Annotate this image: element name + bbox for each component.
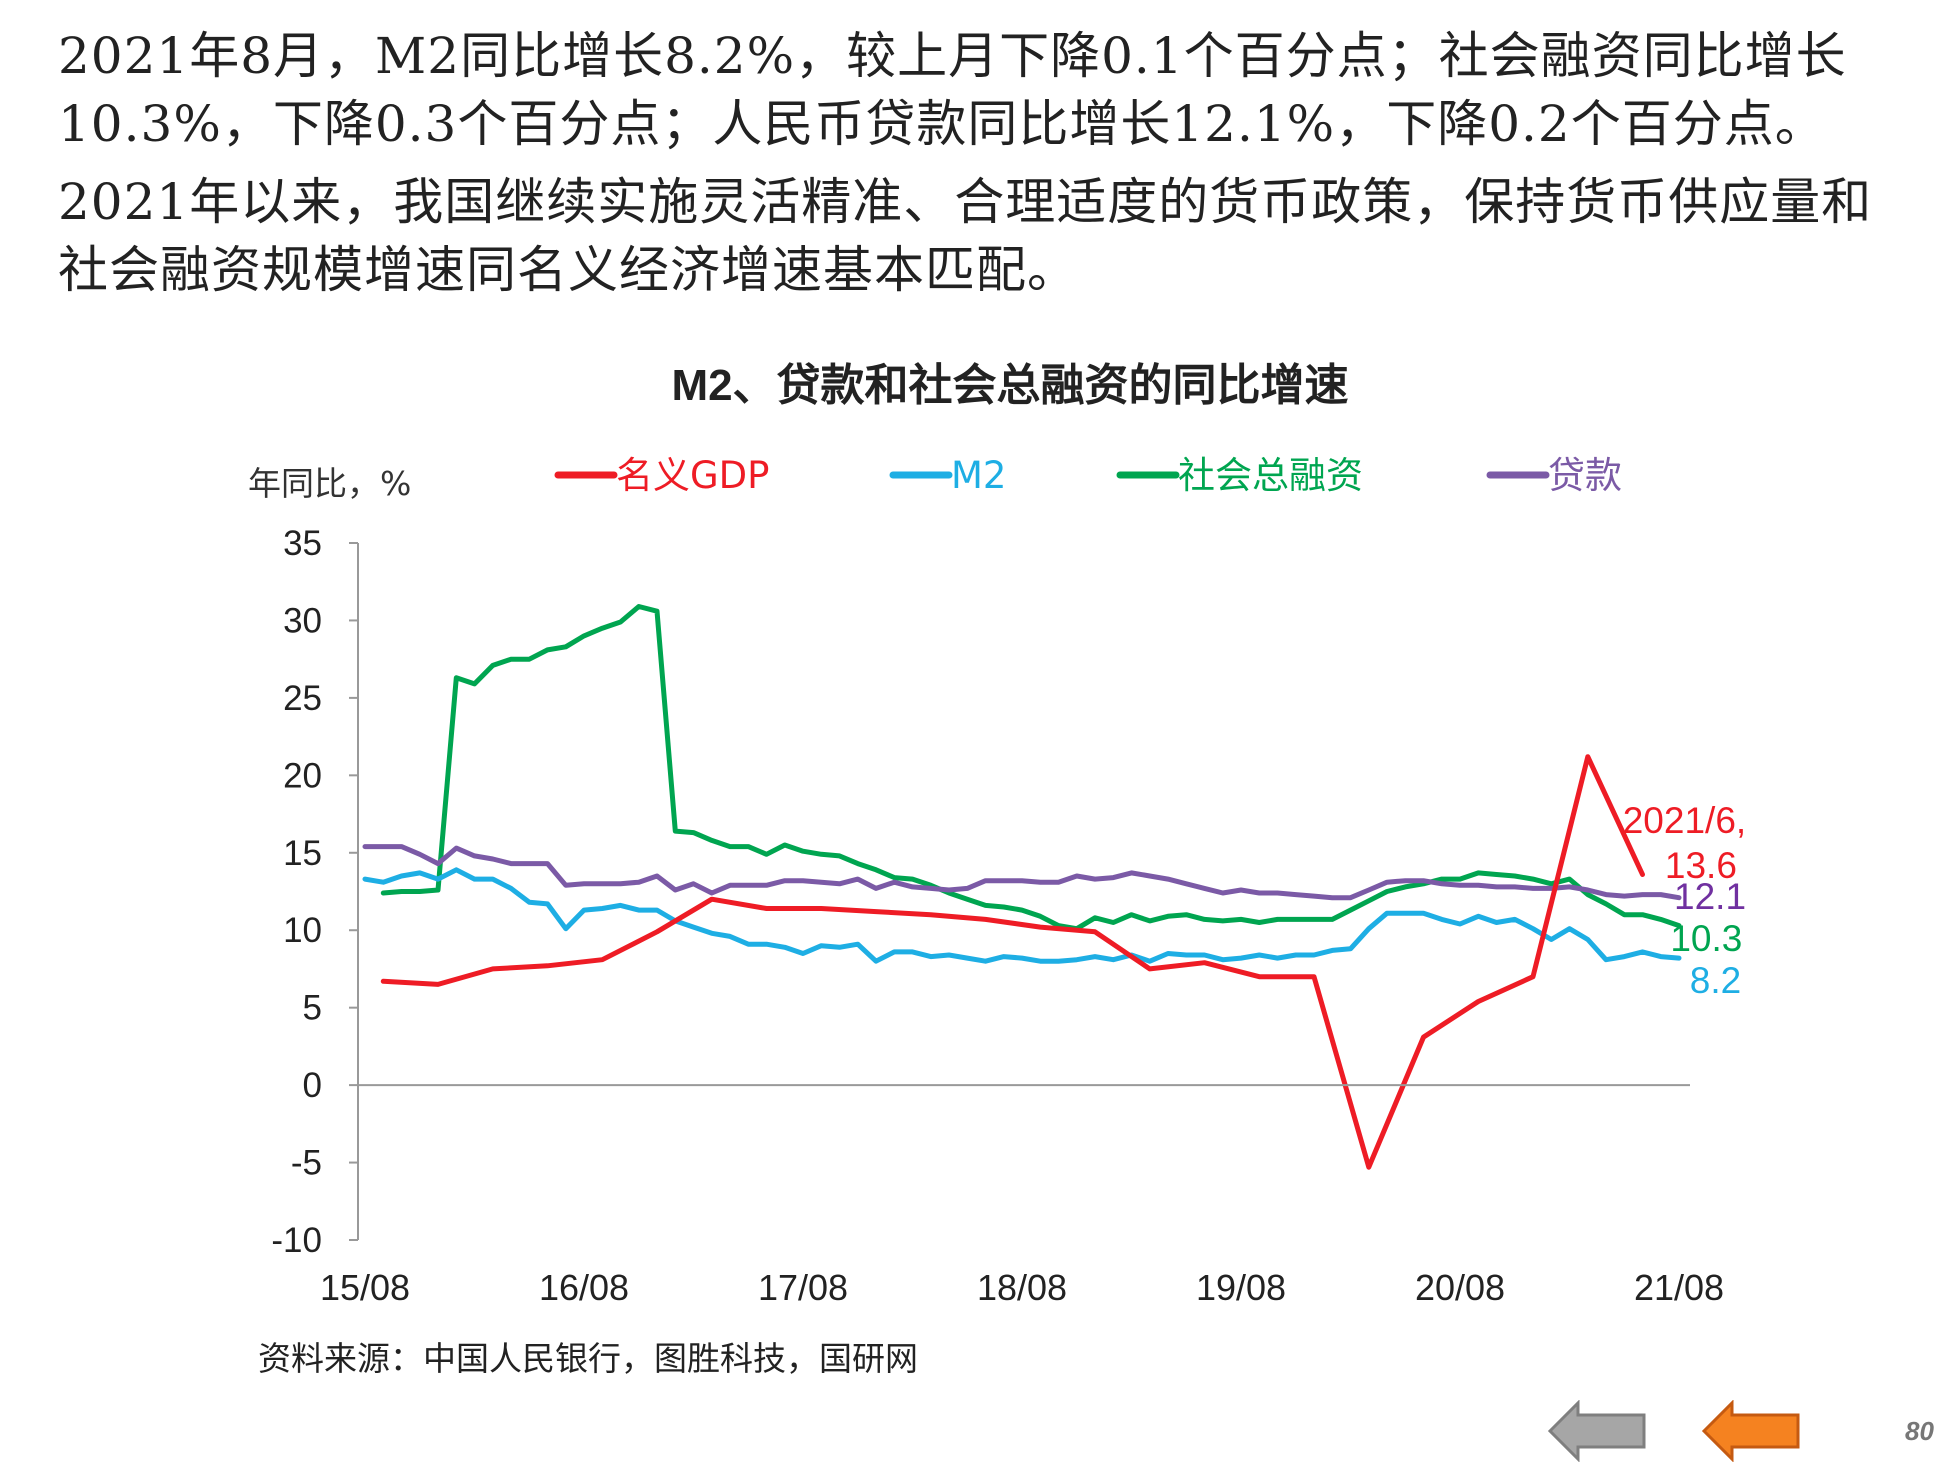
left-arrow-icon	[1548, 1400, 1646, 1462]
series-layer	[362, 604, 1682, 1170]
x-tick-label: 17/08	[758, 1267, 848, 1308]
x-tick-label: 16/08	[539, 1267, 629, 1308]
chart-title: M2、贷款和社会总融资的同比增速	[671, 361, 1348, 410]
y-tick-label: 0	[303, 1066, 322, 1105]
left-arrow-icon	[1702, 1400, 1800, 1462]
end-labels: 2021/6,13.612.110.38.2	[1623, 800, 1746, 1001]
x-tick-label: 20/08	[1415, 1267, 1505, 1308]
y-tick-label: -10	[271, 1221, 322, 1260]
y-tick-label: 20	[283, 756, 322, 795]
y-tick-label: 15	[283, 834, 322, 873]
y-tick-label: 5	[303, 989, 322, 1028]
x-axis: 15/08 16/08 17/08 18/08 19/08 20/08 21/08	[320, 1267, 1724, 1308]
y-tick-label: -5	[291, 1144, 322, 1183]
series-line-3	[362, 844, 1682, 901]
end-value-label: 12.1	[1674, 876, 1746, 917]
series-line-1	[362, 867, 1682, 964]
y-tick-label: 35	[283, 524, 322, 563]
back-slide-button[interactable]	[1702, 1400, 1802, 1462]
end-value-label: 2021/6,	[1623, 800, 1746, 841]
source-note: 资料来源：中国人民银行，图胜科技，国研网	[258, 1339, 918, 1378]
x-tick-label: 21/08	[1634, 1267, 1724, 1308]
x-tick-label: 19/08	[1196, 1267, 1286, 1308]
series-line-2	[380, 604, 1682, 932]
end-value-label: 13.6	[1665, 845, 1737, 886]
x-tick-label: 18/08	[977, 1267, 1067, 1308]
end-value-label: 10.3	[1670, 918, 1742, 959]
legend-label: M2	[951, 454, 1006, 497]
x-tick-label: 15/08	[320, 1267, 410, 1308]
page-number: 80	[1905, 1416, 1934, 1446]
previous-slide-button[interactable]	[1548, 1400, 1648, 1462]
y-tick-label: 30	[283, 601, 322, 640]
legend-label: 社会总融资	[1178, 454, 1363, 497]
end-value-label: 8.2	[1690, 960, 1741, 1001]
y-tick-label: 25	[283, 679, 322, 718]
y-axis: 35 30 25 20 15 10 5 0 -5 -10	[271, 524, 358, 1260]
y-tick-label: 10	[283, 911, 322, 950]
chart-legend: 名义GDP M2 社会总融资 贷款	[554, 454, 1622, 497]
series-line-0	[380, 754, 1645, 1170]
y-axis-label: 年同比，%	[248, 464, 411, 503]
summary-paragraph-2: 2021年以来，我国继续实施灵活精准、合理适度的货币政策，保持货币供应量和社会融…	[58, 173, 1873, 299]
legend-label: 名义GDP	[616, 454, 769, 497]
legend-label: 贷款	[1548, 454, 1622, 497]
summary-paragraph-1: 2021年8月，M2同比增长8.2%，较上月下降0.1个百分点；社会融资同比增长…	[58, 27, 1847, 153]
